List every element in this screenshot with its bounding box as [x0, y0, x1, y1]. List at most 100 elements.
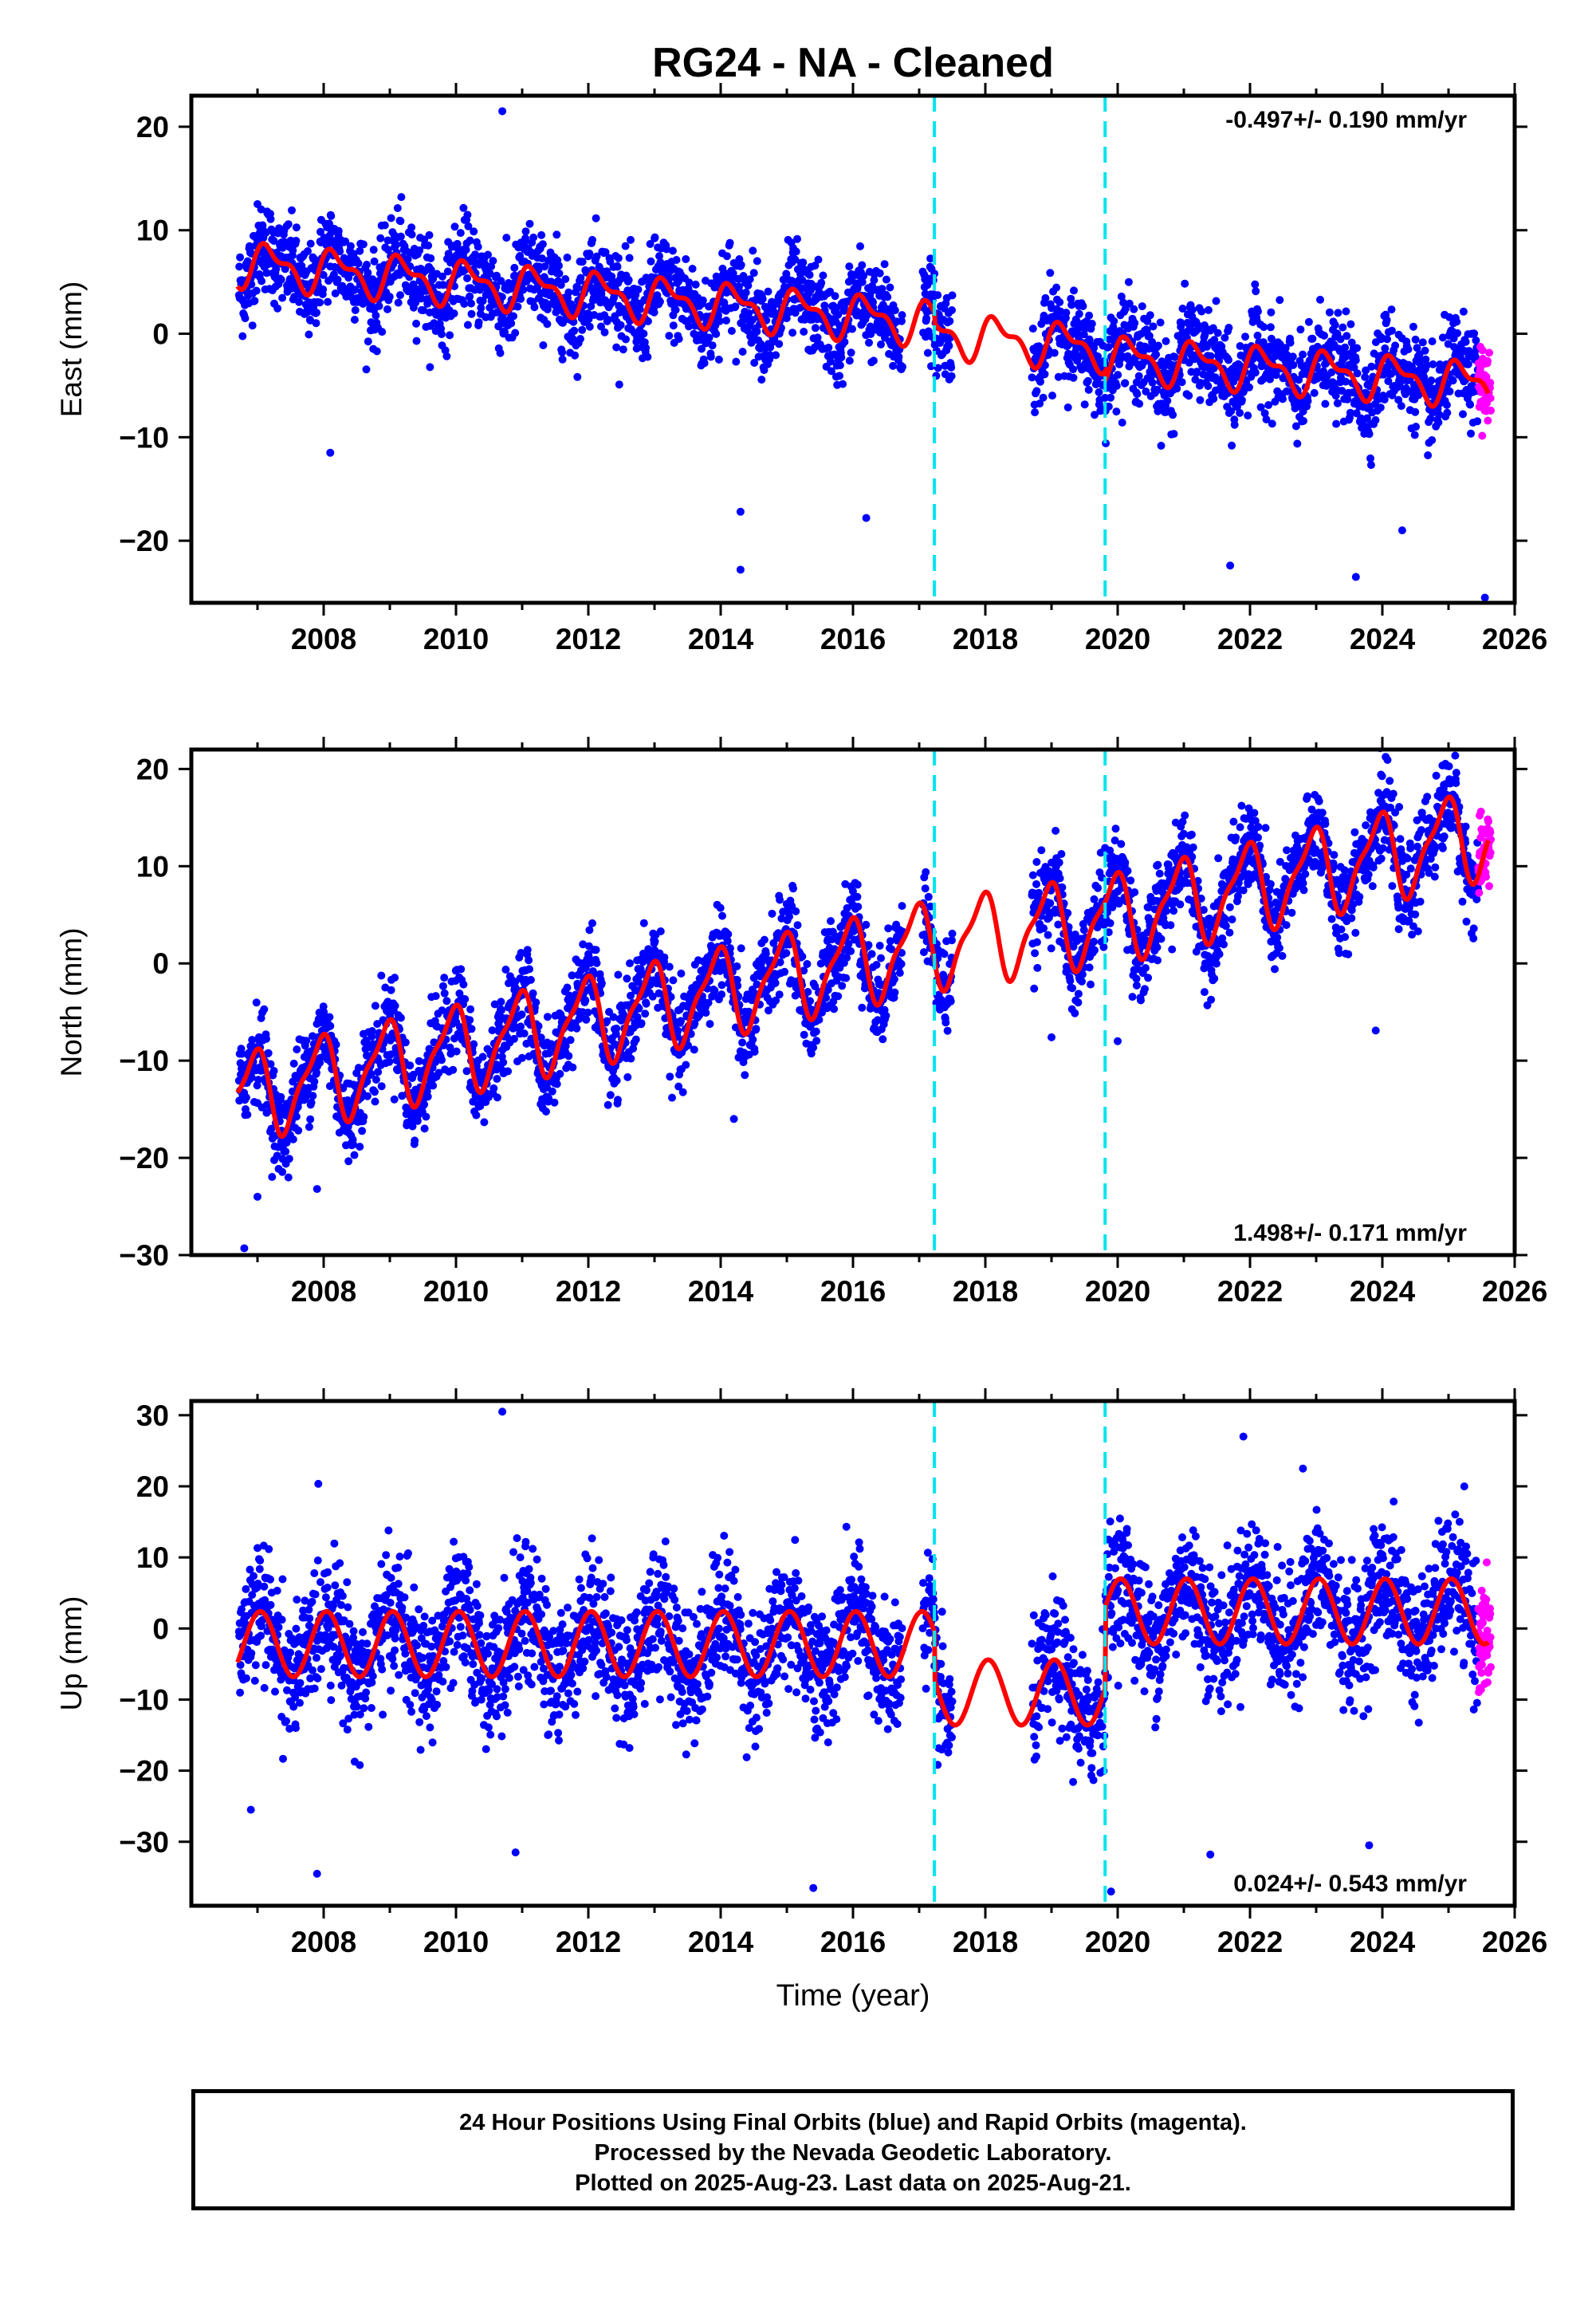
- final-orbit-point: [572, 1024, 581, 1033]
- final-orbit-point: [1226, 561, 1235, 570]
- final-orbit-point: [292, 1112, 301, 1121]
- final-orbit-point: [431, 992, 440, 1001]
- final-orbit-point: [1241, 333, 1249, 341]
- final-orbit-point: [647, 257, 655, 266]
- final-orbit-point: [1321, 399, 1330, 408]
- final-orbit-point: [463, 274, 471, 282]
- final-orbit-point: [780, 967, 789, 976]
- final-orbit-point: [334, 226, 343, 235]
- final-orbit-point: [737, 944, 745, 953]
- final-orbit-point: [576, 274, 585, 282]
- final-orbit-point: [1304, 317, 1313, 326]
- final-orbit-point: [371, 1097, 379, 1106]
- final-orbit-point: [674, 1026, 682, 1035]
- final-orbit-point: [1334, 309, 1342, 317]
- final-orbit-point: [412, 336, 421, 345]
- final-orbit-point: [269, 1067, 278, 1075]
- final-orbit-point: [517, 294, 525, 303]
- final-orbit-point: [757, 376, 766, 384]
- y-tick-label: 20: [136, 111, 169, 144]
- final-orbit-point: [460, 300, 469, 308]
- final-orbit-point: [1409, 322, 1417, 331]
- final-orbit-point: [423, 300, 432, 308]
- final-orbit-point: [489, 1084, 498, 1092]
- final-orbit-point: [564, 1052, 573, 1061]
- final-orbit-point: [1449, 376, 1457, 385]
- final-orbit-point: [459, 980, 468, 989]
- final-orbit-point: [438, 1056, 446, 1065]
- x-tick-label: 2012: [556, 623, 621, 655]
- final-orbit-point: [682, 255, 690, 263]
- final-orbit-point: [385, 293, 394, 301]
- final-orbit-point: [396, 217, 405, 226]
- final-orbit-point: [281, 1147, 290, 1156]
- final-orbit-point: [331, 289, 340, 297]
- final-orbit-point: [1162, 336, 1170, 345]
- final-orbit-point: [1177, 378, 1186, 387]
- final-orbit-point: [1453, 329, 1462, 337]
- final-orbit-point: [419, 306, 428, 315]
- final-orbit-point: [1134, 372, 1143, 380]
- final-orbit-point: [584, 1008, 592, 1017]
- final-orbit-point: [411, 1136, 419, 1145]
- final-orbit-point: [1342, 307, 1350, 316]
- final-orbit-point: [578, 258, 587, 266]
- final-orbit-point: [637, 1019, 646, 1028]
- final-orbit-point: [811, 324, 820, 333]
- final-orbit-point: [1050, 348, 1059, 357]
- final-orbit-point: [501, 966, 510, 974]
- final-orbit-point: [496, 348, 505, 357]
- final-orbit-point: [359, 240, 368, 249]
- final-orbit-point: [558, 348, 567, 356]
- final-orbit-point: [332, 1041, 340, 1049]
- final-orbit-point: [472, 1111, 481, 1120]
- final-orbit-point: [371, 311, 380, 320]
- final-orbit-point: [668, 246, 677, 255]
- final-orbit-point: [612, 1024, 621, 1033]
- final-orbit-point: [278, 293, 287, 302]
- final-orbit-point: [588, 235, 596, 244]
- final-orbit-point: [383, 246, 392, 254]
- final-orbit-point: [669, 976, 678, 985]
- final-orbit-point: [672, 256, 681, 264]
- final-orbit-point: [717, 981, 726, 990]
- final-orbit-point: [643, 352, 652, 361]
- final-orbit-point: [438, 982, 447, 990]
- final-orbit-point: [1169, 411, 1177, 419]
- final-orbit-point: [1383, 335, 1391, 344]
- final-orbit-point: [502, 234, 511, 242]
- final-orbit-point: [626, 959, 634, 968]
- final-orbit-point: [839, 380, 847, 388]
- final-orbit-point: [1428, 337, 1437, 346]
- final-orbit-point: [1052, 283, 1061, 292]
- final-orbit-point: [776, 895, 784, 904]
- final-orbit-point: [831, 292, 839, 301]
- final-orbit-point: [264, 1049, 273, 1057]
- final-orbit-point: [396, 291, 404, 300]
- final-orbit-point: [845, 356, 854, 365]
- final-orbit-point: [493, 1093, 501, 1102]
- final-orbit-point: [706, 352, 715, 361]
- final-orbit-point: [1428, 436, 1437, 444]
- final-orbit-point: [1041, 293, 1050, 302]
- final-orbit-point: [597, 979, 606, 987]
- final-orbit-point: [463, 211, 472, 219]
- final-orbit-point: [1260, 323, 1268, 332]
- final-orbit-point: [782, 949, 791, 958]
- final-orbit-point: [1351, 356, 1360, 364]
- final-orbit-point: [377, 971, 386, 980]
- final-orbit-point: [1286, 338, 1295, 347]
- final-orbit-point: [466, 236, 474, 245]
- final-orbit-point: [426, 363, 434, 372]
- east-rate-label: -0.497+/- 0.190 mm/yr: [1225, 107, 1467, 133]
- final-orbit-point: [1303, 396, 1312, 405]
- final-orbit-point: [1411, 335, 1420, 344]
- final-orbit-point: [1341, 343, 1350, 352]
- final-orbit-point: [1351, 573, 1360, 581]
- final-orbit-point: [1366, 461, 1375, 470]
- final-orbit-point: [1388, 326, 1396, 335]
- final-orbit-point: [738, 348, 747, 356]
- final-orbit-point: [771, 978, 780, 987]
- final-orbit-point: [731, 302, 740, 311]
- final-orbit-point: [289, 1059, 298, 1068]
